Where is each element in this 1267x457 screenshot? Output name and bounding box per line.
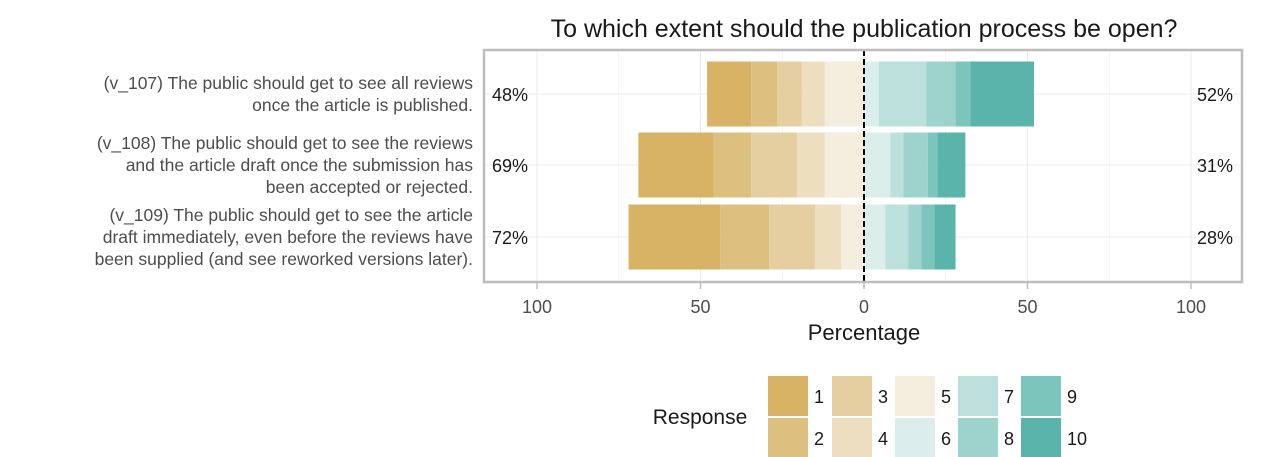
x-tick-label: 50: [1017, 297, 1037, 317]
bar-segment-response-5: [825, 133, 864, 198]
left-percentage-label: 69%: [492, 156, 528, 176]
legend: Response 1 2 3 4 5 6 7 8 9 10: [653, 376, 1087, 457]
legend-key-response-7: [958, 376, 998, 416]
legend-label: 1: [814, 387, 824, 407]
category-label-line: and the article draft once the submissio…: [126, 155, 474, 175]
bar-segment-response-7: [885, 205, 908, 270]
legend-label: 8: [1004, 429, 1014, 449]
category-label: (v_109) The public should get to see the…: [95, 205, 473, 269]
category-label-line: been supplied (and see reworked versions…: [95, 249, 473, 269]
bar-segment-response-5: [825, 62, 864, 127]
bar-segment-response-5: [841, 205, 864, 270]
legend-key-response-4: [832, 418, 872, 457]
bar-segment-response-4: [815, 205, 841, 270]
right-percentage-label: 28%: [1197, 228, 1233, 248]
x-tick-label: 0: [859, 297, 869, 317]
legend-key-response-5: [895, 376, 935, 416]
bar-segment-response-9: [928, 133, 938, 198]
bar-segment-response-7: [879, 62, 926, 127]
legend-key-response-10: [1021, 418, 1061, 457]
category-label: (v_108) The public should get to see the…: [97, 133, 473, 197]
bar-segment-response-8: [926, 62, 955, 127]
bar-segment-response-3: [777, 62, 802, 127]
bar-segment-response-8: [908, 205, 921, 270]
category-label-line: (v_109) The public should get to see the…: [109, 205, 473, 226]
legend-key-response-8: [958, 418, 998, 457]
bar-segment-response-6: [864, 62, 879, 127]
bar-segment-response-3: [769, 205, 815, 270]
legend-label: 7: [1004, 387, 1014, 407]
legend-key-response-2: [768, 418, 808, 457]
legend-label: 9: [1067, 387, 1077, 407]
chart-title: To which extent should the publication p…: [551, 15, 1178, 43]
bar-segment-response-1: [629, 205, 721, 270]
x-axis: 100 50 0 50 100: [522, 282, 1206, 317]
category-label-line: draft immediately, even before the revie…: [103, 227, 473, 247]
bar-segment-response-8: [903, 133, 928, 198]
left-percentage-label: 72%: [492, 228, 528, 248]
bar-segment-response-2: [720, 205, 769, 270]
legend-label: 4: [878, 429, 888, 449]
legend-label: 5: [941, 387, 951, 407]
bar-segment-response-9: [921, 205, 934, 270]
left-percentage-label: 48%: [492, 85, 528, 105]
bar-segment-response-10: [970, 62, 1034, 127]
category-label-line: (v_107) The public should get to see all…: [104, 73, 474, 94]
legend-label: 2: [814, 429, 824, 449]
x-tick-label: 100: [522, 297, 552, 317]
right-percentage-label: 52%: [1197, 85, 1233, 105]
legend-key-response-9: [1021, 376, 1061, 416]
legend-key-response-3: [832, 376, 872, 416]
legend-label: 10: [1067, 429, 1087, 449]
x-tick-label: 50: [690, 297, 710, 317]
category-labels: (v_107) The public should get to see all…: [95, 73, 474, 269]
bar-segment-response-1: [707, 62, 751, 127]
bar-segment-response-1: [638, 133, 713, 198]
bar-segment-response-10: [938, 133, 966, 198]
legend-key-response-1: [768, 376, 808, 416]
category-label-line: once the article is published.: [252, 95, 473, 115]
x-tick-label: 100: [1176, 297, 1206, 317]
bar-segment-response-6: [864, 133, 890, 198]
x-axis-label: Percentage: [808, 320, 921, 345]
category-label-line: (v_108) The public should get to see the…: [97, 133, 473, 154]
bar-segment-response-4: [802, 62, 825, 127]
bar-segment-response-9: [956, 62, 971, 127]
legend-title: Response: [653, 406, 748, 429]
category-label-line: been accepted or rejected.: [266, 177, 473, 197]
bar-segment-response-2: [751, 62, 777, 127]
category-label: (v_107) The public should get to see all…: [104, 73, 474, 115]
legend-label: 6: [941, 429, 951, 449]
bar-segment-response-10: [934, 205, 955, 270]
legend-key-response-6: [895, 418, 935, 457]
bar-segment-response-6: [864, 205, 885, 270]
bar-segment-response-7: [890, 133, 903, 198]
bar-segment-response-3: [751, 133, 797, 198]
bar-segment-response-4: [797, 133, 825, 198]
legend-label: 3: [878, 387, 888, 407]
bar-segment-response-2: [714, 133, 752, 198]
right-percentage-label: 31%: [1197, 156, 1233, 176]
